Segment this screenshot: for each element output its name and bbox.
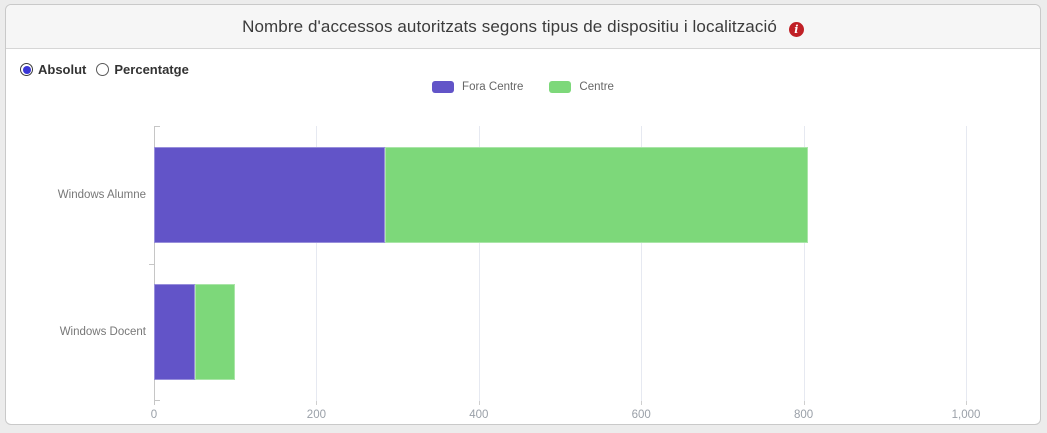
- x-axis-tick: [316, 401, 318, 405]
- card-header: Nombre d'accessos autoritzats segons tip…: [6, 5, 1040, 49]
- x-axis-tick: [478, 401, 480, 405]
- legend-swatch-icon: [549, 81, 572, 93]
- chart-title: Nombre d'accessos autoritzats segons tip…: [242, 16, 777, 36]
- category-labels: Windows Alumne Windows Docent: [6, 126, 146, 401]
- x-axis-label: 1,000: [951, 409, 981, 421]
- info-icon[interactable]: i: [788, 21, 804, 37]
- radio-percentatge[interactable]: Percentatge: [96, 62, 189, 77]
- legend-item-fora-centre[interactable]: Fora Centre: [432, 81, 523, 93]
- gridline: [641, 126, 643, 401]
- legend-label: Fora Centre: [462, 81, 524, 93]
- plot-area: 0 200 400 600 800 1,000: [149, 126, 980, 421]
- gridline: [316, 126, 318, 401]
- y-axis-line: [154, 126, 155, 405]
- radio-absolut[interactable]: Absolut: [20, 62, 86, 77]
- chart-card: Nombre d'accessos autoritzats segons tip…: [5, 4, 1041, 425]
- radio-absolut-label[interactable]: Absolut: [38, 62, 87, 77]
- gridline: [803, 126, 805, 401]
- x-axis-label: 400: [469, 409, 489, 421]
- x-axis-label: 600: [631, 409, 651, 421]
- legend-label: Centre: [579, 81, 614, 93]
- gridline: [478, 126, 480, 401]
- chart-legend: Fora Centre Centre: [6, 81, 1040, 93]
- y-axis-tick: [149, 264, 154, 265]
- mode-controls: Absolut Percentatge: [20, 62, 189, 77]
- radio-absolut-input[interactable]: [20, 63, 33, 76]
- category-label-windows-alumne: Windows Alumne: [57, 189, 146, 201]
- radio-percentatge-label[interactable]: Percentatge: [114, 62, 189, 77]
- bar-segment-windows-docent-centre[interactable]: [194, 284, 236, 380]
- x-axis-tick: [641, 401, 643, 405]
- y-axis-tick: [154, 126, 160, 127]
- x-axis-label: 0: [150, 409, 158, 421]
- bar-segment-windows-alumne-centre[interactable]: [385, 147, 808, 243]
- legend-swatch-icon: [432, 81, 455, 93]
- bar-segment-windows-alumne-fora-centre[interactable]: [154, 147, 386, 243]
- x-axis-label: 800: [794, 409, 814, 421]
- x-axis-tick: [966, 401, 967, 405]
- legend-item-centre[interactable]: Centre: [549, 81, 614, 93]
- radio-percentatge-input[interactable]: [96, 63, 110, 76]
- category-label-windows-docent: Windows Docent: [59, 326, 146, 338]
- x-axis-label: 200: [306, 409, 326, 421]
- x-axis-tick: [803, 401, 805, 405]
- bar-segment-windows-docent-fora-centre[interactable]: [154, 284, 195, 380]
- y-axis-tick: [154, 400, 160, 401]
- gridline: [966, 126, 967, 401]
